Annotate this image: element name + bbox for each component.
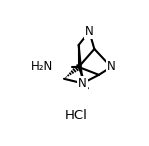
Text: H₂N: H₂N [31, 60, 53, 73]
Text: N: N [107, 60, 116, 73]
Text: N: N [78, 77, 87, 90]
Text: N: N [85, 25, 94, 38]
Text: HCl: HCl [65, 109, 88, 122]
